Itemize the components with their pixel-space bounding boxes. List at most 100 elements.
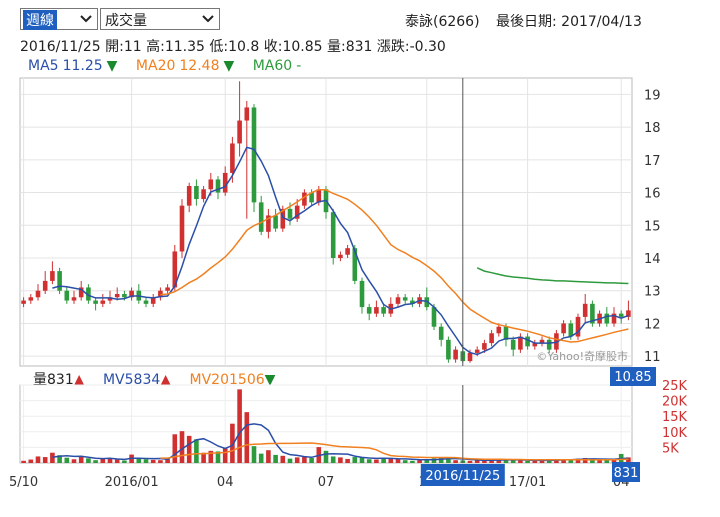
ma-legend: MA5 11.25 ▼ MA20 12.48 ▼ MA60- [28,58,305,74]
candle-body [309,192,314,203]
volume-tick-label: 25K [662,379,688,394]
ohlc-volume: 量:831 [326,39,373,55]
candle-body [294,205,300,219]
volume-tick-label: 15K [662,410,688,425]
candle-body [561,323,566,334]
volume-bar [532,460,538,463]
chevron-down-icon [202,15,214,23]
volume-bar [352,457,358,463]
ohlc-date: 2016/11/25 [20,39,101,55]
volume-bar [194,439,199,463]
volume-bar [482,460,487,463]
mv20-line [160,442,629,461]
candle-body [590,303,595,324]
candle-body [489,333,494,344]
candle-body [244,107,250,121]
volume-bar [474,460,480,463]
candle-body [366,307,372,314]
candle-body [359,280,365,308]
candle-body [208,179,214,190]
candle-body [496,326,502,334]
volume-bar [201,452,206,463]
ma5-line [52,146,629,356]
candle-body [28,297,34,301]
volume-bar [122,460,127,463]
ma60-name: MA60 [252,58,293,74]
vol-name: 量 [33,372,47,388]
candle-body [438,326,444,340]
crosshair-volume-box [612,462,640,482]
volume-bar [28,459,34,463]
price-tick-label: 11 [644,350,661,365]
indicator-select[interactable]: 成交量 [100,8,220,30]
volume-bar [503,459,509,463]
volume-bar [518,460,523,463]
volume-bar [237,389,242,463]
candle-body [568,323,574,337]
candle-body [122,294,127,298]
x-tick-label: 17/01 [509,475,546,490]
volume-bar [604,460,610,463]
volume-bar [35,456,41,463]
volume-bar [611,459,617,463]
crosshair-volume-label: 831 [614,466,639,481]
volume-bar [431,458,437,463]
candle-body [345,248,350,255]
volume-bar [510,460,516,463]
volume-bar [323,450,329,463]
volume-bar [215,451,221,463]
volume-bar [100,458,106,463]
volume-tick-label: 5K [662,441,679,456]
volume-bar [590,458,595,463]
volume-bar [453,460,458,463]
ohlc-low: 低:10.8 [209,39,260,55]
volume-bar [222,448,228,463]
volume-bar [395,458,401,463]
candle-body [352,248,358,281]
volume-bar [489,459,494,463]
volume-bar [266,450,271,463]
volume-bar [64,457,70,463]
candle-body [618,313,624,317]
ma5-value: 11.25 [62,58,103,74]
price-tick-label: 16 [644,187,661,202]
volume-bar [438,458,444,463]
candle-body [194,186,199,200]
volume-bar [93,460,98,463]
stock-name: 泰詠(6266) [405,14,480,30]
volume-bar [50,452,55,463]
volume-bar [568,459,574,463]
volume-bar [287,458,293,463]
volume-bar [158,460,163,463]
ohlc-change: 漲跌:-0.30 [376,39,446,55]
candle-body [165,287,170,291]
volume-bar [230,423,235,463]
x-tick-label: 04 [217,475,234,490]
volume-bar [71,459,77,463]
candle-body [71,297,77,301]
ohlc-line: 2016/11/25 開:11 高:11.35 低:10.8 收:10.85 量… [20,36,446,56]
candle-body [482,343,487,350]
candle-body [201,189,206,200]
price-tick-label: 18 [644,121,661,136]
volume-tick-label: 20K [662,395,688,410]
candle-body [143,300,149,304]
candle-body [186,186,192,206]
volume-legend: 量831▲ MV5834▲ MV201506▼ [33,369,275,389]
volume-tick-label: 10K [662,426,688,441]
x-tick-label: 5/10 [9,475,38,490]
candle-body [546,339,552,350]
candle-body [611,313,617,324]
period-select[interactable]: 週線 [20,8,98,30]
volume-bar [388,458,394,463]
candle-body [474,349,480,353]
volume-bar [366,459,372,463]
candle-body [532,343,538,347]
mv20-value: 1506 [229,372,265,388]
ma20-value: 12.48 [179,58,220,74]
candle-body [150,297,156,304]
crosshair-date-label: 2016/11/25 [425,469,500,484]
volume-bar [280,455,286,463]
volume-bar [525,460,530,463]
